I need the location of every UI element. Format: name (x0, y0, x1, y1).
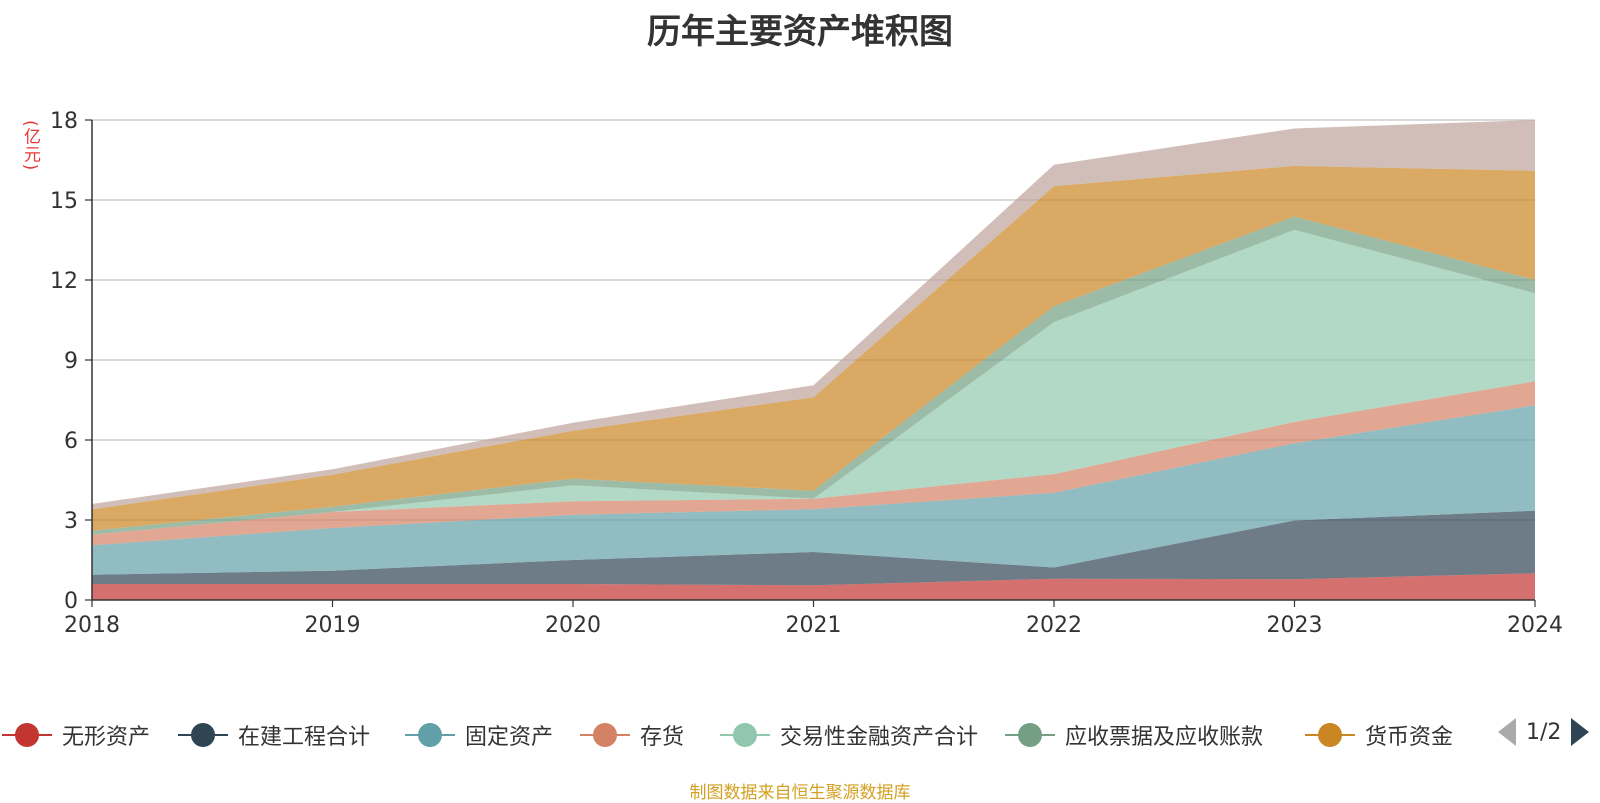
legend-marker-dot (15, 723, 39, 747)
legend-marker-dot (1318, 723, 1342, 747)
legend-label: 存货 (640, 725, 685, 750)
legend-marker-icon (178, 721, 228, 749)
legend-marker-dot (418, 723, 442, 747)
legend-marker-icon (580, 721, 630, 749)
legend-marker-dot (191, 723, 215, 747)
legend-marker-dot (593, 723, 617, 747)
chart-title: 历年主要资产堆积图 (647, 12, 953, 52)
data-source-note: 制图数据来自恒生聚源数据库 (689, 783, 911, 803)
legend-label: 无形资产 (62, 725, 151, 750)
legend-item[interactable]: 交易性金融资产合计 (720, 715, 978, 755)
area-layer (92, 120, 1535, 600)
legend: 无形资产 在建工程合计 固定资产 存货 交易性金融资产合计 应收票据及应收账款 货币资金 (0, 715, 1600, 755)
legend-item[interactable]: 在建工程合计 (178, 715, 370, 755)
legend-marker-icon (2, 721, 52, 749)
legend-item[interactable]: 存货 (580, 715, 684, 755)
chart-canvas: 0 3 6 9 12 15 18 2018 2019 2020 2021 2022 2023 2024 (50, 109, 1563, 638)
legend-pager: 1/2 (1498, 718, 1590, 746)
area-series-5 (92, 229, 1535, 535)
legend-label: 交易性金融资产合计 (780, 725, 979, 750)
area-series-7 (92, 165, 1535, 531)
legend-label: 应收票据及应收账款 (1065, 725, 1264, 750)
y-tick-label: 18 (50, 109, 78, 134)
y-tick-label: 6 (64, 429, 78, 454)
previous-page-icon[interactable] (1498, 718, 1516, 746)
x-tick-label: 2019 (305, 613, 361, 638)
area-series-3 (92, 405, 1535, 575)
x-tick-label: 2018 (64, 613, 120, 638)
x-tick-label: 2021 (786, 613, 842, 638)
y-tick-label: 3 (64, 509, 78, 534)
legend-marker-dot (1018, 723, 1042, 747)
legend-item[interactable]: 货币资金 (1305, 715, 1453, 755)
legend-marker-icon (720, 721, 770, 749)
x-tick-label: 2024 (1507, 613, 1563, 638)
area-series-2 (92, 510, 1535, 586)
legend-page-indicator: 1/2 (1526, 719, 1562, 745)
legend-item[interactable]: 应收票据及应收账款 (1005, 715, 1263, 755)
y-tick-label: 12 (50, 269, 78, 294)
x-tick-label: 2023 (1267, 613, 1323, 638)
legend-label: 货币资金 (1365, 725, 1454, 750)
x-tick-label: 2022 (1026, 613, 1082, 638)
legend-marker-dot (733, 723, 757, 747)
legend-item[interactable]: 固定资产 (405, 715, 553, 755)
y-tick-label: 15 (50, 189, 78, 214)
area-series-1 (92, 573, 1535, 600)
area-series-4 (92, 381, 1535, 546)
x-tick-label: 2020 (545, 613, 601, 638)
area-series-8 (92, 120, 1535, 510)
legend-item[interactable]: 无形资产 (2, 715, 150, 755)
next-page-icon[interactable] (1571, 718, 1590, 746)
legend-marker-icon (405, 721, 455, 749)
legend-label: 固定资产 (465, 725, 554, 750)
y-tick-label: 9 (64, 349, 78, 374)
area-series-6 (92, 216, 1535, 535)
axis-layer: 0 3 6 9 12 15 18 2018 2019 2020 2021 2022 2023 2024 (50, 109, 1563, 638)
y-tick-label: 0 (64, 589, 78, 614)
legend-marker-icon (1005, 721, 1055, 749)
legend-marker-icon (1305, 721, 1355, 749)
y-axis-label: (亿元) (20, 120, 40, 172)
legend-label: 在建工程合计 (238, 725, 371, 750)
